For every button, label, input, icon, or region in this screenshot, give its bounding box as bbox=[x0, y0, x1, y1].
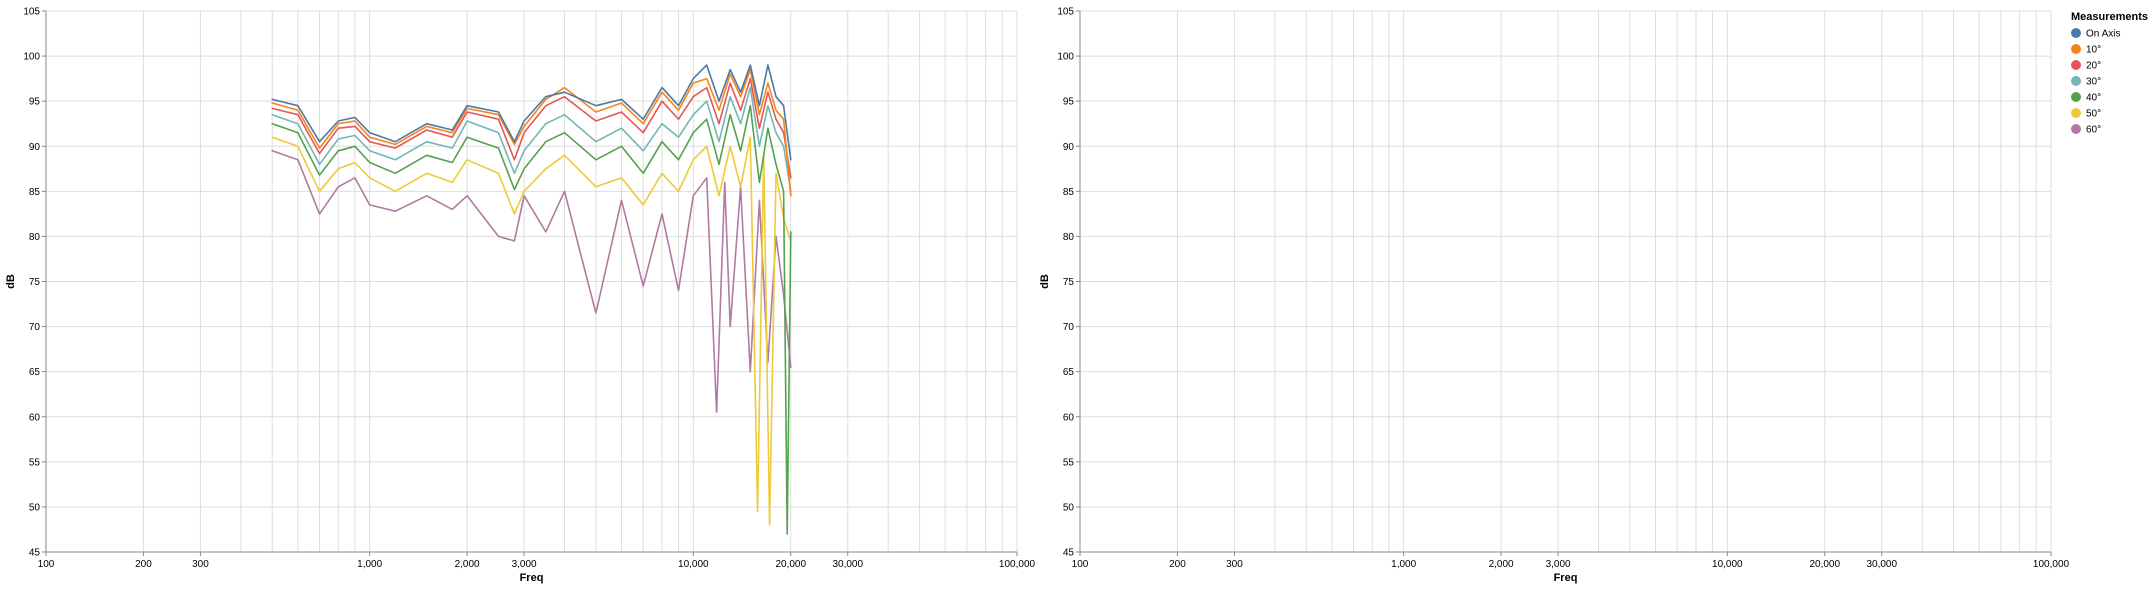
left-y-tick-label: 65 bbox=[29, 367, 41, 378]
left-y-tick-label: 80 bbox=[29, 232, 41, 243]
legend-label: 20° bbox=[2086, 61, 2101, 72]
right-y-tick-label: 90 bbox=[1063, 142, 1075, 153]
left-y-tick-label: 50 bbox=[29, 502, 41, 513]
left-x-axis-title: Freq bbox=[520, 572, 544, 584]
left-x-tick-label: 30,000 bbox=[832, 559, 863, 570]
legend-item: 60° bbox=[2071, 124, 2101, 136]
right-x-tick-label: 200 bbox=[1169, 559, 1186, 570]
left-y-tick-label: 45 bbox=[29, 548, 41, 559]
left-x-tick-label: 3,000 bbox=[512, 559, 537, 570]
left-y-tick-label: 70 bbox=[29, 322, 41, 333]
right-x-tick-label: 1,000 bbox=[1391, 559, 1416, 570]
legend: Measurements On Axis 10° 20° 30° 40° 50° 60° bbox=[2071, 11, 2148, 136]
right-y-axis-title: dB bbox=[1039, 274, 1051, 289]
legend-label: 10° bbox=[2086, 45, 2101, 56]
right-y-tick-label: 85 bbox=[1063, 187, 1075, 198]
right-x-tick-label: 3,000 bbox=[1546, 559, 1571, 570]
left-series-group bbox=[271, 64, 792, 535]
left-grid bbox=[45, 10, 1018, 553]
right-x-tick-label: 20,000 bbox=[1809, 559, 1840, 570]
left-series-line-30deg bbox=[271, 86, 792, 193]
right-y-tick-label: 100 bbox=[1057, 52, 1074, 63]
legend-swatch bbox=[2071, 44, 2081, 54]
left-x-tick-label: 1,000 bbox=[357, 559, 382, 570]
right-y-tick-label: 50 bbox=[1063, 502, 1075, 513]
left-series-line-on-axis bbox=[271, 64, 792, 161]
right-x-tick-label: 2,000 bbox=[1489, 559, 1514, 570]
right-y-tick-label: 80 bbox=[1063, 232, 1075, 243]
left-y-tick-label: 95 bbox=[29, 97, 41, 108]
right-x-tick-label: 10,000 bbox=[1712, 559, 1743, 570]
right-y-tick-label: 45 bbox=[1063, 548, 1075, 559]
left-x-tick-label: 20,000 bbox=[775, 559, 806, 570]
left-x-tick-label: 200 bbox=[135, 559, 152, 570]
left-series-line-60deg bbox=[271, 150, 792, 414]
left-series-line-10deg bbox=[271, 68, 792, 197]
left-y-tick-label: 90 bbox=[29, 142, 41, 153]
left-y-axis-title: dB bbox=[5, 274, 17, 289]
legend-item: 20° bbox=[2071, 60, 2101, 72]
legend-swatch bbox=[2071, 92, 2081, 102]
right-y-tick-label: 75 bbox=[1063, 277, 1075, 288]
legend-swatch bbox=[2071, 108, 2081, 118]
right-x-axis-title: Freq bbox=[1554, 572, 1578, 584]
left-series-line-40deg bbox=[271, 104, 792, 535]
left-y-tick-label: 100 bbox=[23, 52, 40, 63]
legend-title: Measurements bbox=[2071, 11, 2148, 23]
chart-left-panel: 45 50 55 60 65 70 75 80 85 90 95 100 105 100 200 300 1,0… bbox=[5, 7, 1036, 585]
right-x-tick-label: 100 bbox=[1072, 559, 1089, 570]
legend-swatch bbox=[2071, 60, 2081, 70]
left-x-tick-label: 100 bbox=[38, 559, 55, 570]
right-y-tick-label: 70 bbox=[1063, 322, 1075, 333]
left-x-tick-label: 100,000 bbox=[999, 559, 1036, 570]
right-y-tick-label: 105 bbox=[1057, 7, 1074, 18]
left-x-tick-label: 10,000 bbox=[678, 559, 709, 570]
right-grid bbox=[1079, 10, 2052, 553]
right-x-tick-label: 300 bbox=[1226, 559, 1243, 570]
legend-label: 30° bbox=[2086, 77, 2101, 88]
left-y-tick-label: 75 bbox=[29, 277, 41, 288]
legend-swatch bbox=[2071, 76, 2081, 86]
legend-item: 10° bbox=[2071, 44, 2101, 56]
left-y-tick-label: 55 bbox=[29, 457, 41, 468]
legend-label: 50° bbox=[2086, 109, 2101, 120]
legend-label: On Axis bbox=[2086, 29, 2120, 40]
legend-label: 60° bbox=[2086, 125, 2101, 136]
legend-item: On Axis bbox=[2071, 28, 2120, 40]
right-y-tick-label: 65 bbox=[1063, 367, 1075, 378]
left-y-tick-label: 60 bbox=[29, 412, 41, 423]
left-x-tick-label: 300 bbox=[192, 559, 209, 570]
legend-item: 50° bbox=[2071, 108, 2101, 120]
legend-swatch bbox=[2071, 28, 2081, 38]
chart-right-panel: 45 50 55 60 65 70 75 80 85 90 95 100 105 100 200 300 1,0… bbox=[1039, 7, 2070, 585]
right-y-tick-label: 95 bbox=[1063, 97, 1075, 108]
legend-item: 30° bbox=[2071, 76, 2101, 88]
left-y-tick-label: 85 bbox=[29, 187, 41, 198]
left-series-line-50deg bbox=[271, 136, 792, 526]
legend-swatch bbox=[2071, 124, 2081, 134]
right-y-tick-label: 55 bbox=[1063, 457, 1075, 468]
legend-label: 40° bbox=[2086, 93, 2101, 104]
left-series-line-20deg bbox=[271, 77, 792, 179]
legend-items: On Axis 10° 20° 30° 40° 50° 60° bbox=[2071, 28, 2120, 136]
right-x-tick-label: 100,000 bbox=[2033, 559, 2070, 570]
right-y-tick-label: 60 bbox=[1063, 412, 1075, 423]
left-y-tick-label: 105 bbox=[23, 7, 40, 18]
right-x-tick-label: 30,000 bbox=[1866, 559, 1897, 570]
legend-item: 40° bbox=[2071, 92, 2101, 104]
left-x-tick-label: 2,000 bbox=[455, 559, 480, 570]
